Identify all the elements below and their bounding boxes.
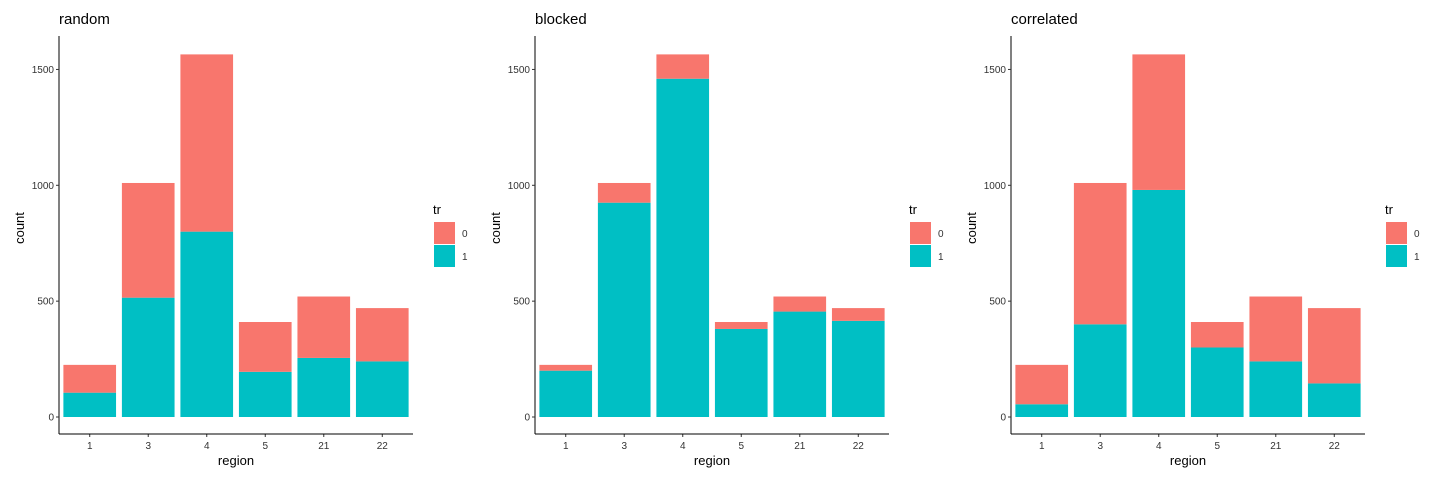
x-axis-title: region — [218, 453, 254, 468]
bar-region-21-tr-1 — [297, 357, 351, 417]
legend-title: tr — [909, 202, 918, 217]
x-tick-label: 5 — [738, 441, 744, 452]
bar-region-1-tr-1 — [1015, 404, 1069, 417]
y-tick-label: 1500 — [508, 65, 531, 76]
legend-label-1: 1 — [1414, 252, 1420, 263]
bar-region-3-tr-0 — [1073, 182, 1127, 325]
bar-region-21-tr-1 — [773, 311, 827, 417]
bar-region-1-tr-1 — [63, 392, 117, 417]
y-tick-label: 0 — [1000, 413, 1006, 424]
y-tick-label: 1000 — [508, 181, 531, 192]
bar-region-5-tr-1 — [714, 328, 768, 417]
x-tick-label: 5 — [262, 441, 268, 452]
y-tick-label: 1000 — [32, 181, 55, 192]
bar-region-3-tr-1 — [1073, 324, 1127, 417]
y-tick-label: 500 — [989, 297, 1006, 308]
bar-region-22-tr-1 — [1307, 383, 1361, 417]
bar-region-1-tr-0 — [63, 364, 117, 393]
chart-panel-blocked: blocked 1 3 4 5 21 22 0 500 1000 1500 region count tr… — [488, 11, 944, 468]
bar-region-5-tr-1 — [1190, 347, 1244, 417]
bar-region-21-tr-0 — [297, 296, 351, 358]
x-tick-label: 22 — [1329, 441, 1341, 452]
x-tick-label: 5 — [1214, 441, 1220, 452]
legend-key-0 — [910, 222, 931, 244]
bar-region-4-tr-0 — [180, 54, 234, 232]
legend-key-1 — [434, 245, 455, 267]
bar-region-21-tr-0 — [1249, 296, 1303, 362]
chart-title: blocked — [535, 11, 587, 28]
bar-region-1-tr-0 — [1015, 364, 1069, 405]
bar-region-1-tr-1 — [539, 370, 593, 417]
chart-panel-correlated: correlated 1 3 4 5 21 22 0 500 1000 1500 region coun… — [964, 11, 1420, 468]
x-tick-label: 4 — [204, 441, 210, 452]
chart-title: random — [59, 11, 110, 28]
bar-region-4-tr-0 — [1132, 54, 1186, 190]
legend-label-1: 1 — [462, 252, 468, 263]
x-tick-label: 3 — [145, 441, 151, 452]
bar-region-4-tr-1 — [180, 231, 234, 417]
x-tick-label: 21 — [794, 441, 806, 452]
y-axis-title: count — [12, 212, 27, 244]
bar-region-22-tr-1 — [355, 361, 409, 417]
x-tick-label: 1 — [87, 441, 93, 452]
legend-label-1: 1 — [938, 252, 944, 263]
y-tick-label: 0 — [524, 413, 530, 424]
y-tick-label: 1000 — [984, 181, 1007, 192]
x-tick-label: 21 — [1270, 441, 1282, 452]
bar-region-5-tr-0 — [1190, 322, 1244, 348]
bar-region-4-tr-0 — [656, 54, 710, 79]
x-axis-title: region — [694, 453, 730, 468]
legend-title: tr — [1385, 202, 1394, 217]
x-tick-label: 4 — [1156, 441, 1162, 452]
bar-region-3-tr-0 — [597, 182, 651, 203]
bar-region-5-tr-0 — [238, 322, 292, 372]
y-tick-label: 1500 — [32, 65, 55, 76]
x-tick-label: 22 — [853, 441, 865, 452]
bar-region-1-tr-0 — [539, 364, 593, 371]
bar-region-22-tr-0 — [1307, 308, 1361, 384]
bar-region-22-tr-0 — [355, 308, 409, 362]
bar-region-21-tr-0 — [773, 296, 827, 312]
legend-key-1 — [1386, 245, 1407, 267]
x-tick-label: 3 — [621, 441, 627, 452]
bar-region-4-tr-1 — [656, 78, 710, 417]
bar-region-3-tr-1 — [597, 202, 651, 417]
bar-region-5-tr-0 — [714, 322, 768, 329]
x-tick-label: 21 — [318, 441, 330, 452]
y-axis-title: count — [964, 212, 979, 244]
y-tick-label: 500 — [37, 297, 54, 308]
legend-label-0: 0 — [938, 229, 944, 240]
y-tick-label: 1500 — [984, 65, 1007, 76]
bar-region-5-tr-1 — [238, 371, 292, 417]
chart-panel-random: random 1 3 4 5 21 22 0 500 1000 1500 region count tr 0… — [12, 11, 468, 468]
chart-title: correlated — [1011, 11, 1078, 28]
bar-region-22-tr-0 — [831, 308, 885, 321]
x-tick-label: 1 — [563, 441, 569, 452]
y-tick-label: 0 — [48, 413, 54, 424]
y-tick-label: 500 — [513, 297, 530, 308]
legend-key-1 — [910, 245, 931, 267]
legend-label-0: 0 — [1414, 229, 1420, 240]
x-tick-label: 3 — [1097, 441, 1103, 452]
x-axis-title: region — [1170, 453, 1206, 468]
bar-region-21-tr-1 — [1249, 361, 1303, 417]
legend-label-0: 0 — [462, 229, 468, 240]
x-tick-label: 4 — [680, 441, 686, 452]
bar-region-3-tr-1 — [121, 297, 175, 417]
x-tick-label: 22 — [377, 441, 389, 452]
legend-key-0 — [434, 222, 455, 244]
bar-region-3-tr-0 — [121, 182, 175, 298]
y-axis-title: count — [488, 212, 503, 244]
legend-key-0 — [1386, 222, 1407, 244]
x-tick-label: 1 — [1039, 441, 1045, 452]
legend-title: tr — [433, 202, 442, 217]
bar-region-22-tr-1 — [831, 320, 885, 417]
bar-region-4-tr-1 — [1132, 189, 1186, 417]
